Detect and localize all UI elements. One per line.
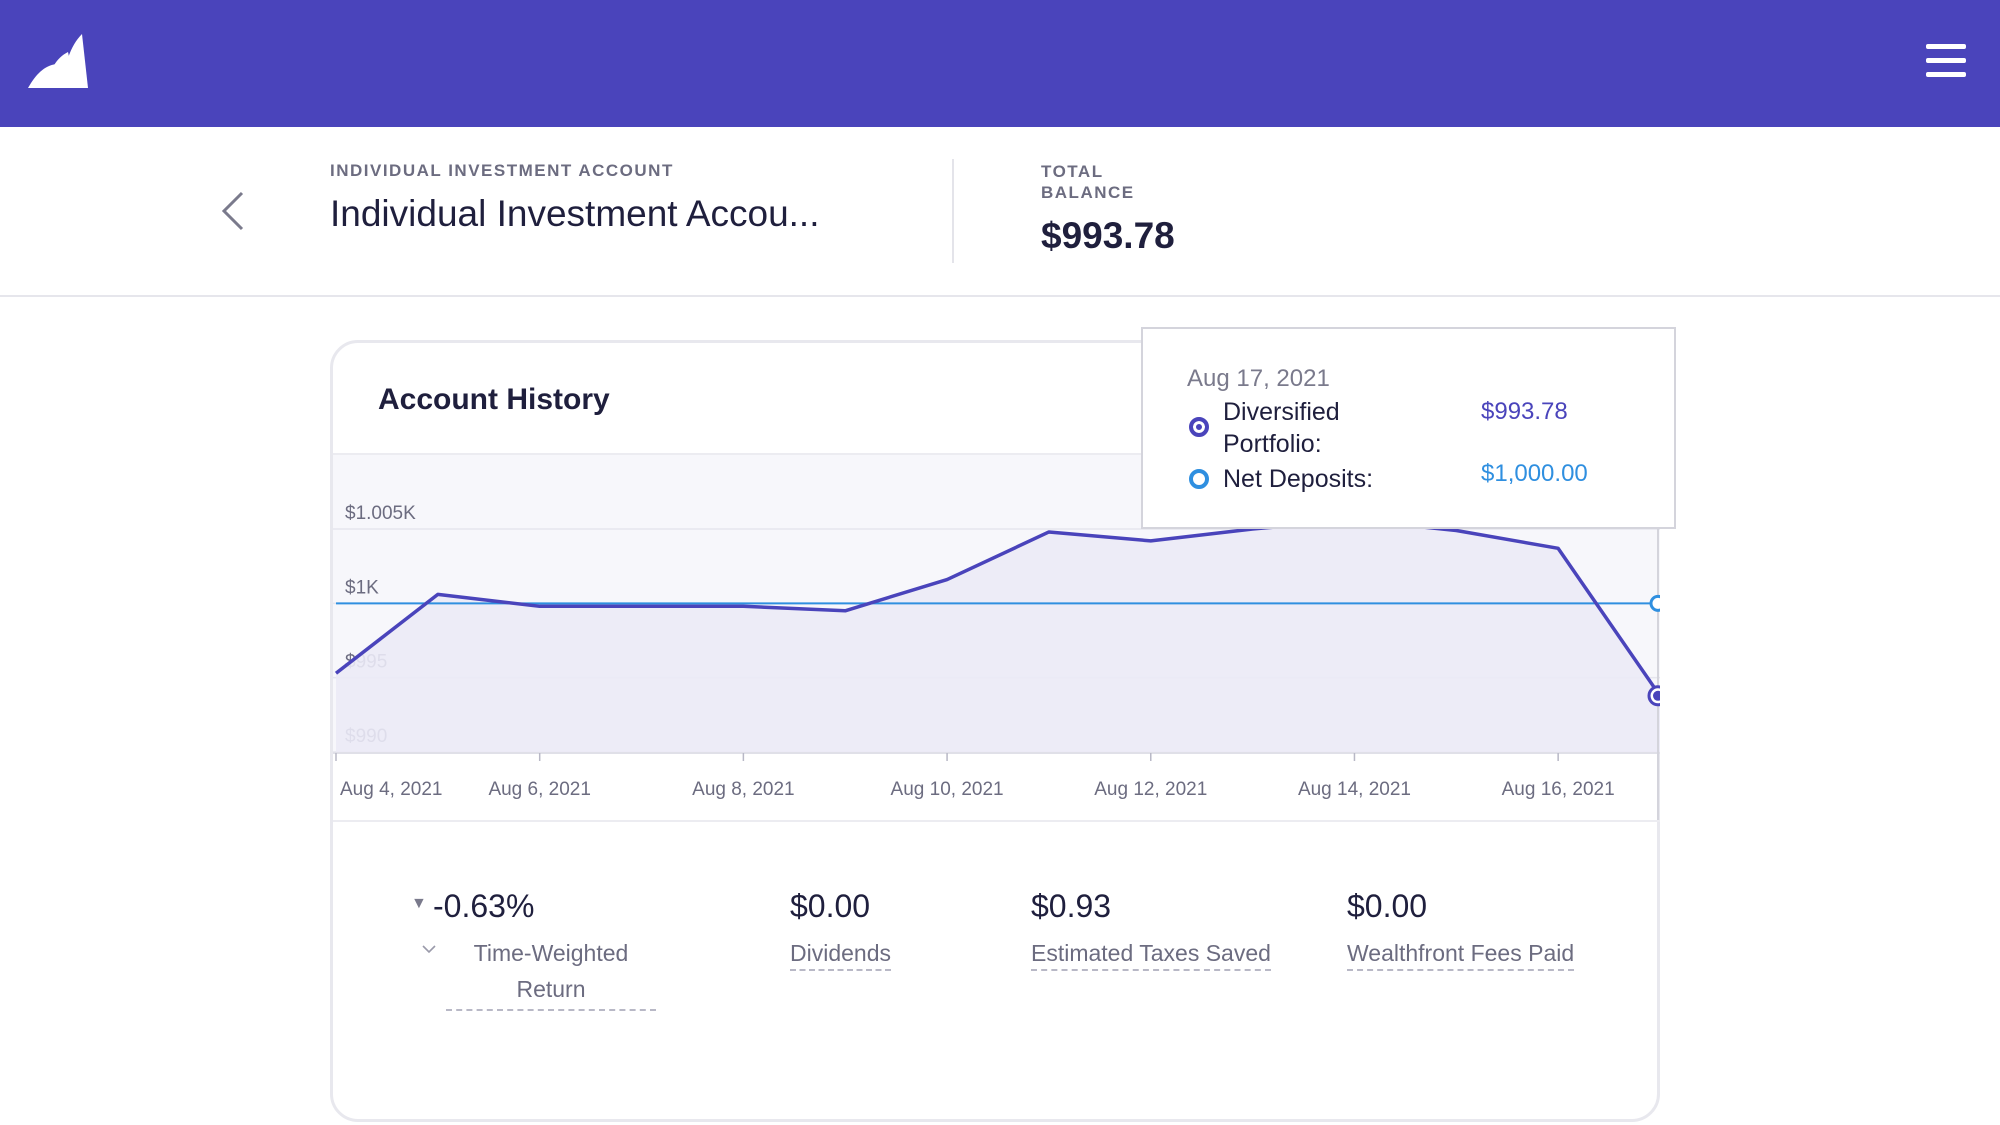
card-title: Account History xyxy=(378,383,610,416)
portfolio-area xyxy=(336,520,1660,752)
chart-tooltip: Aug 17, 2021 Diversified Portfolio: $993… xyxy=(1141,327,1676,529)
total-balance-value: $993.78 xyxy=(1041,215,1175,256)
x-tick-label: Aug 4, 2021 xyxy=(340,779,442,800)
hamburger-menu-icon[interactable] xyxy=(1926,44,1966,80)
taxes-saved-label[interactable]: Estimated Taxes Saved xyxy=(1031,940,1271,971)
time-weighted-return-value: -0.63% xyxy=(433,888,535,924)
chevron-left-icon[interactable] xyxy=(218,189,250,233)
card-title-divider xyxy=(333,453,1660,455)
time-weighted-return-label[interactable]: Time-Weighted Return xyxy=(446,935,656,1011)
taxes-saved-value: $0.93 xyxy=(1031,888,1112,924)
net-deposits-hover-point xyxy=(1649,594,1660,612)
dividends-stat: $0.00 Dividends xyxy=(790,888,891,971)
portfolio-dot-icon xyxy=(1189,417,1209,437)
taxes-saved-stat: $0.93 Estimated Taxes Saved xyxy=(1031,888,1271,971)
x-tick-label: Aug 12, 2021 xyxy=(1094,779,1207,800)
tooltip-deposits-value: $1,000.00 xyxy=(1481,460,1588,487)
portfolio-hover-point-center xyxy=(1653,690,1660,701)
chevron-down-icon[interactable] xyxy=(421,941,437,957)
y-tick-label: $1K xyxy=(345,577,379,598)
top-nav-bar xyxy=(0,0,2000,127)
total-balance-label: TOTAL BALANCE xyxy=(1041,162,1135,202)
fees-paid-value: $0.00 xyxy=(1347,888,1428,924)
y-tick-label: $1.005K xyxy=(345,503,416,524)
x-tick-label: Aug 16, 2021 xyxy=(1502,779,1615,800)
dividends-value: $0.00 xyxy=(790,888,871,924)
tooltip-portfolio-label: Diversified Portfolio: xyxy=(1223,398,1340,458)
fees-paid-stat: $0.00 Wealthfront Fees Paid xyxy=(1347,888,1575,971)
tooltip-date: Aug 17, 2021 xyxy=(1187,365,1330,392)
tooltip-deposits-label: Net Deposits: xyxy=(1223,465,1374,493)
fees-paid-label[interactable]: Wealthfront Fees Paid xyxy=(1347,940,1575,971)
account-header: INDIVIDUAL INVESTMENT ACCOUNT Individual… xyxy=(0,127,2000,297)
x-tick-label: Aug 14, 2021 xyxy=(1298,779,1411,800)
deposits-dot-icon xyxy=(1189,469,1209,489)
header-divider xyxy=(952,159,954,263)
wealthfront-logo-icon[interactable] xyxy=(26,30,88,92)
account-name: Individual Investment Accou... xyxy=(330,193,820,234)
x-tick-label: Aug 8, 2021 xyxy=(692,779,794,800)
dividends-label[interactable]: Dividends xyxy=(790,940,891,971)
x-tick-label: Aug 6, 2021 xyxy=(488,779,590,800)
down-triangle-icon: ▼ xyxy=(411,895,427,912)
x-tick-label: Aug 10, 2021 xyxy=(891,779,1004,800)
account-type-label: INDIVIDUAL INVESTMENT ACCOUNT xyxy=(330,161,674,180)
tooltip-portfolio-value: $993.78 xyxy=(1481,398,1568,425)
